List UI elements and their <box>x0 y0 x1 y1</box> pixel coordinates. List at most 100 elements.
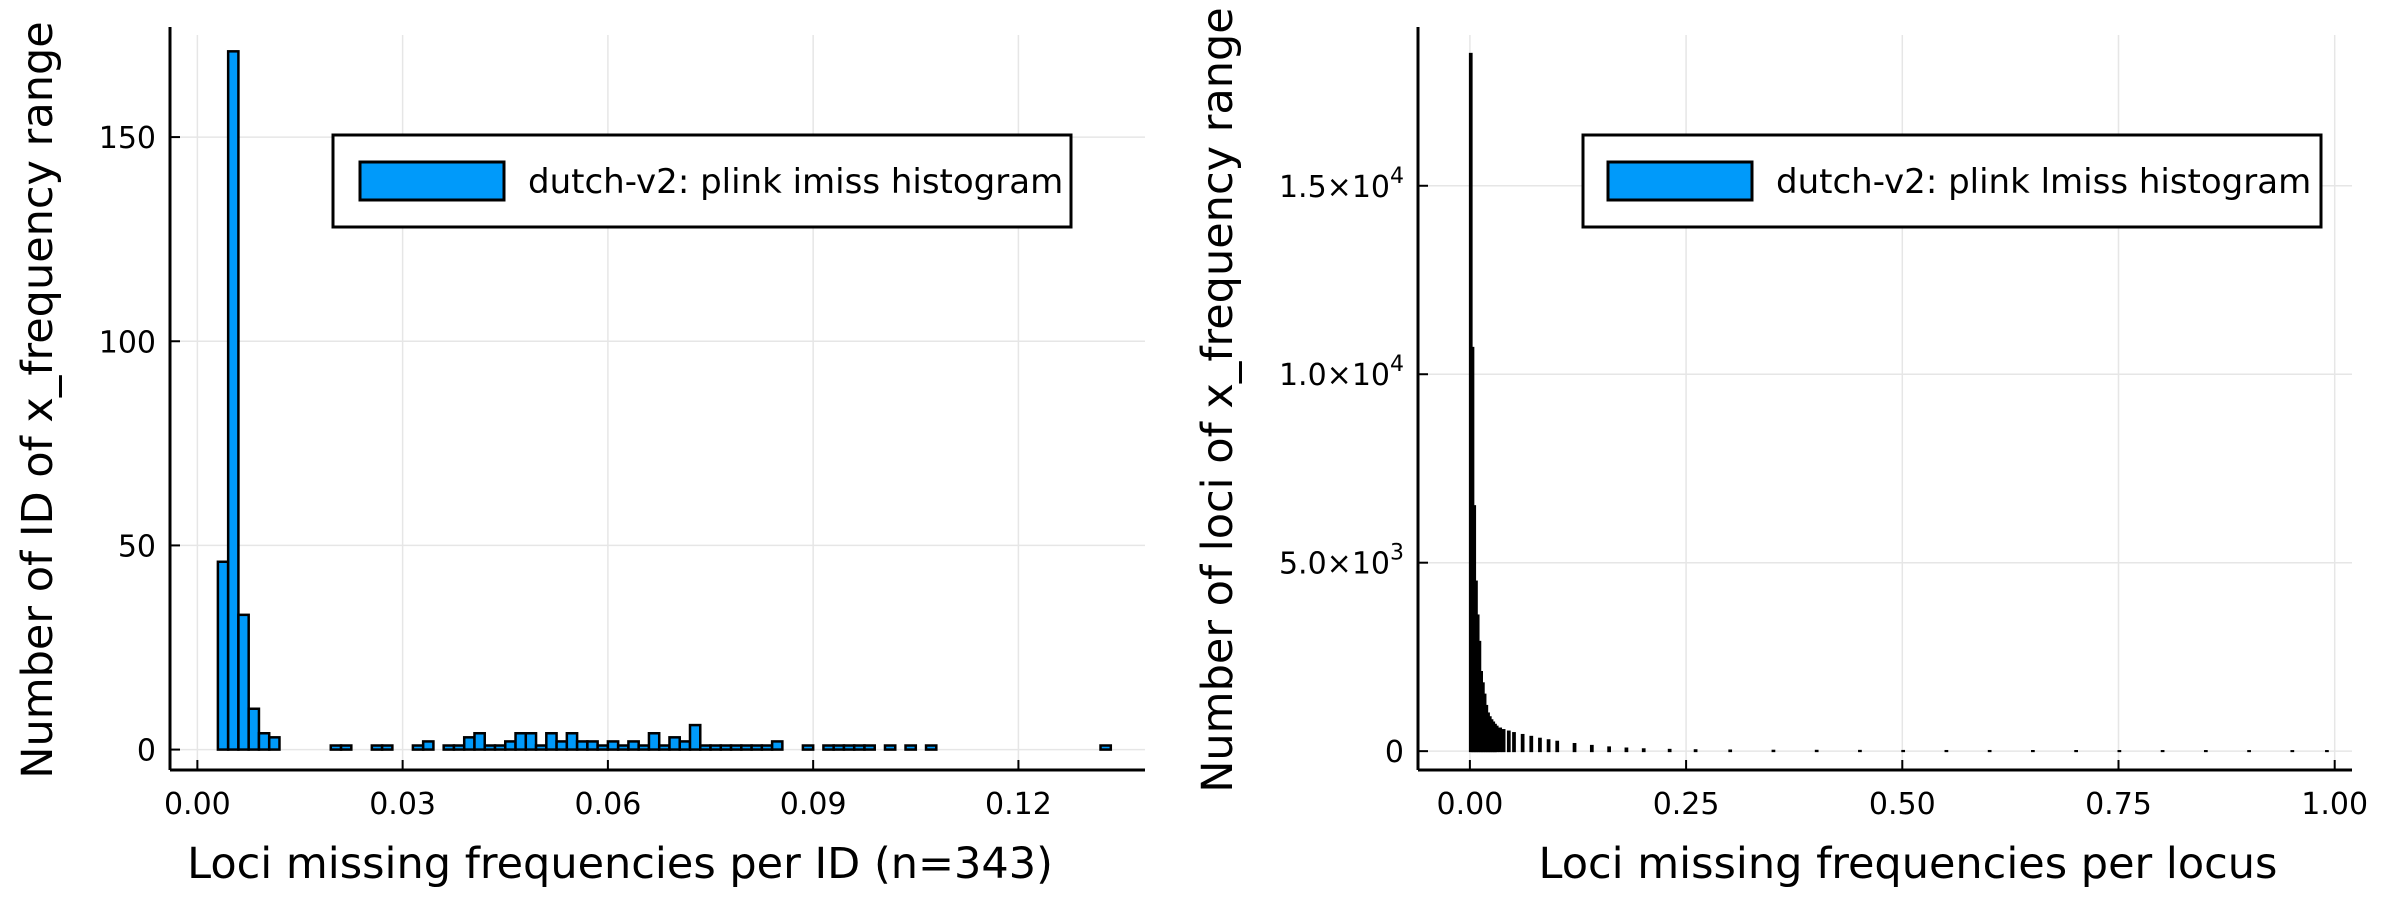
histogram-bar <box>1607 746 1611 753</box>
legend: dutch-v2: plink imiss histogram <box>331 133 1073 229</box>
x-tick-label: 0.75 <box>2085 787 2152 822</box>
legend-label: dutch-v2: plink lmiss histogram <box>1776 162 2311 202</box>
histogram-bar <box>657 744 671 751</box>
histogram-bar <box>801 744 815 751</box>
x-tick-labels: 0.00 0.03 0.06 0.09 0.12 <box>164 787 1052 822</box>
legend-swatch <box>1606 160 1754 202</box>
x-tick-label: 0.00 <box>1436 787 1503 822</box>
histogram-bar <box>596 744 610 751</box>
histogram-bar <box>514 732 528 751</box>
x-tick-label: 0.50 <box>1869 787 1936 822</box>
histogram-bar <box>267 736 281 751</box>
y-tick-label: 0 <box>137 734 156 769</box>
axes <box>1416 27 2352 772</box>
histogram-bar <box>883 744 897 751</box>
histogram-bar <box>1667 748 1672 753</box>
histogram-bar <box>760 744 774 751</box>
y-tick-labels: 0 5.0×103 1.0×104 1.5×104 <box>1279 164 1404 770</box>
histogram-bar <box>750 744 764 751</box>
histogram-bar <box>575 740 589 751</box>
y-tick-label: 100 <box>99 325 156 360</box>
histogram-bar <box>504 740 517 751</box>
histogram-bar <box>688 723 702 751</box>
x-tick-label: 0.00 <box>164 787 231 822</box>
histogram-bar <box>1506 730 1511 753</box>
histogram-bar <box>1572 742 1577 753</box>
histogram-bar <box>1494 725 1499 753</box>
histogram-bar <box>1693 749 1698 753</box>
histogram-bar <box>473 732 486 751</box>
histogram-bar <box>534 744 548 751</box>
histogram-bar <box>237 613 250 751</box>
y-tick-label: 1.5×104 <box>1279 164 1404 205</box>
histogram-bar <box>842 744 856 751</box>
histogram-bar <box>1501 729 1506 753</box>
histogram-bar <box>729 744 743 751</box>
histogram-bar <box>678 740 692 751</box>
histogram-bar <box>1512 732 1516 753</box>
y-tick-label: 150 <box>99 121 156 156</box>
histogram-bar <box>524 732 538 751</box>
legend: dutch-v2: plink lmiss histogram <box>1581 133 2323 229</box>
x-tick-label: 0.06 <box>574 787 641 822</box>
y-tick-labels: 0 50 100 150 <box>99 121 156 769</box>
y-tick-label: 0 <box>1385 735 1404 770</box>
histogram-bar <box>904 744 918 751</box>
histogram-bars <box>1468 52 2329 753</box>
y-tick-label: 5.0×103 <box>1279 541 1404 582</box>
histogram-bar <box>1099 744 1113 751</box>
histogram-bar <box>1589 744 1594 753</box>
histogram-bar <box>421 740 435 751</box>
x-tick-label: 0.12 <box>985 787 1052 822</box>
histogram-bar <box>462 736 476 751</box>
axes <box>168 27 1145 772</box>
histogram-bar <box>822 744 835 751</box>
histogram-bar <box>770 740 784 751</box>
x-tick-label: 0.09 <box>780 787 847 822</box>
y-axis-label: Number of ID of x_frequency range <box>13 21 63 778</box>
legend-swatch <box>358 160 506 202</box>
histogram-bar <box>1624 747 1629 753</box>
histogram-bar <box>719 744 733 751</box>
histogram-bar <box>247 707 261 751</box>
lmiss-histogram-panel: 0.00 0.25 0.50 0.75 1.00 0 5.0×103 1.0×104 1.5×… <box>1193 7 2368 889</box>
x-axis-label: Loci missing frequencies per locus <box>1539 839 2278 889</box>
histogram-bar <box>637 744 651 751</box>
histogram-bar <box>586 740 599 751</box>
histogram-bar <box>545 732 558 751</box>
histogram-bar <box>370 744 384 751</box>
x-axis-label: Loci missing frequencies per ID (n=343) <box>187 839 1053 889</box>
histogram-bar <box>616 744 630 751</box>
histogram-bar <box>257 732 271 751</box>
imiss-histogram-panel: 0.00 0.03 0.06 0.09 0.12 0 50 100 150 Loci miss… <box>13 21 1145 889</box>
y-tick-label: 50 <box>118 529 156 564</box>
histogram-bar <box>565 732 579 751</box>
y-axis-label: Number of loci of x_frequency range <box>1193 7 1243 792</box>
x-tick-label: 0.25 <box>1653 787 1720 822</box>
histogram-bar <box>1555 740 1560 753</box>
histogram-bar <box>709 744 723 751</box>
histogram-bar <box>442 744 456 751</box>
histogram-bar <box>852 744 866 751</box>
x-tick-labels: 0.00 0.25 0.50 0.75 1.00 <box>1436 787 2368 822</box>
histogram-bar <box>1538 737 1542 753</box>
histogram-bar <box>329 744 343 751</box>
histogram-bars <box>216 50 1113 751</box>
histogram-bar <box>832 744 846 751</box>
histogram-bar <box>1641 748 1646 753</box>
histogram-bar <box>1498 727 1503 753</box>
histogram-bar <box>1529 735 1534 753</box>
histogram-bar <box>740 744 753 751</box>
histogram-bar <box>606 740 620 751</box>
histogram-bar <box>226 50 240 751</box>
histogram-bar <box>1520 733 1525 753</box>
legend-label: dutch-v2: plink imiss histogram <box>528 162 1063 202</box>
histogram-bar <box>647 732 661 751</box>
histogram-bar <box>699 744 712 751</box>
histogram-bar <box>493 744 507 751</box>
x-tick-label: 0.03 <box>369 787 436 822</box>
histogram-bar <box>1728 749 1733 753</box>
histogram-bar <box>924 744 938 751</box>
y-tick-label: 1.0×104 <box>1279 352 1404 393</box>
